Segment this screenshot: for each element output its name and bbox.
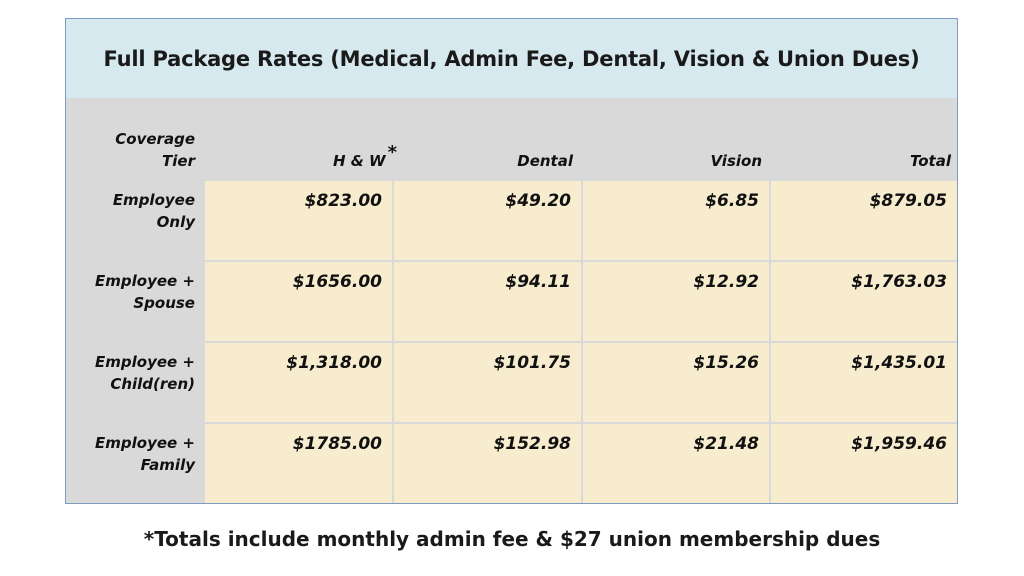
header-vision-label: Vision (710, 152, 762, 170)
cell-value: $12.92 (693, 272, 759, 292)
cell-value: $879.05 (869, 191, 947, 211)
cell-hw: $1,318.00 (205, 343, 392, 422)
cell-value: $152.98 (493, 434, 571, 454)
cell-dental: $152.98 (394, 424, 581, 503)
header-dental: Dental (395, 150, 573, 172)
header-tier-line2: Tier (162, 152, 195, 170)
cell-value: $6.85 (705, 191, 759, 211)
row-label-employee-family: Employee + Family (66, 432, 195, 476)
table-title: Full Package Rates (Medical, Admin Fee, … (103, 46, 920, 71)
header-hw-label: H & W (332, 152, 386, 170)
cell-vision: $15.26 (583, 343, 769, 422)
cell-value: $15.26 (693, 353, 759, 373)
cell-hw: $823.00 (205, 181, 392, 260)
cell-dental: $101.75 (394, 343, 581, 422)
cell-value: $94.11 (505, 272, 571, 292)
row-label-line2: Child(ren) (110, 375, 195, 393)
cell-vision: $21.48 (583, 424, 769, 503)
row-label-employee-children: Employee + Child(ren) (66, 351, 195, 395)
header-dental-label: Dental (517, 152, 573, 170)
rates-table: Full Package Rates (Medical, Admin Fee, … (65, 18, 958, 504)
header-tier-line1: Coverage (115, 130, 195, 148)
cell-value: $823.00 (304, 191, 382, 211)
row-label-employee-only: Employee Only (66, 189, 195, 233)
row-label-line2: Only (156, 213, 195, 231)
cell-value: $1,959.46 (851, 434, 947, 454)
row-label-employee-spouse: Employee + Spouse (66, 270, 195, 314)
cell-vision: $12.92 (583, 262, 769, 341)
cell-value: $1,435.01 (851, 353, 947, 373)
cell-vision: $6.85 (583, 181, 769, 260)
cell-value: $1785.00 (292, 434, 382, 454)
cell-total: $1,959.46 (771, 424, 957, 503)
row-label-line1: Employee + (95, 353, 195, 371)
cell-total: $1,435.01 (771, 343, 957, 422)
cell-dental: $94.11 (394, 262, 581, 341)
header-hw-asterisk: * (387, 142, 397, 163)
header-hw: H & W * (205, 142, 397, 172)
cell-total: $1,763.03 (771, 262, 957, 341)
footnote: *Totals include monthly admin fee & $27 … (143, 527, 881, 551)
cell-value: $1,763.03 (851, 272, 947, 292)
row-label-line1: Employee + (95, 434, 195, 452)
row-label-line1: Employee (112, 191, 195, 209)
cell-value: $49.20 (505, 191, 571, 211)
cell-total: $879.05 (771, 181, 957, 260)
cell-hw: $1785.00 (205, 424, 392, 503)
cell-value: $101.75 (493, 353, 571, 373)
header-total-label: Total (909, 152, 951, 170)
row-label-line2: Family (140, 456, 195, 474)
table-title-bar: Full Package Rates (Medical, Admin Fee, … (66, 19, 957, 98)
cell-value: $1,318.00 (286, 353, 382, 373)
header-coverage-tier: Coverage Tier (66, 128, 195, 172)
header-total: Total (773, 150, 951, 172)
cell-value: $21.48 (693, 434, 759, 454)
cell-value: $1656.00 (292, 272, 382, 292)
cell-hw: $1656.00 (205, 262, 392, 341)
row-label-line1: Employee + (95, 272, 195, 290)
header-vision: Vision (584, 150, 762, 172)
row-label-line2: Spouse (133, 294, 195, 312)
cell-dental: $49.20 (394, 181, 581, 260)
